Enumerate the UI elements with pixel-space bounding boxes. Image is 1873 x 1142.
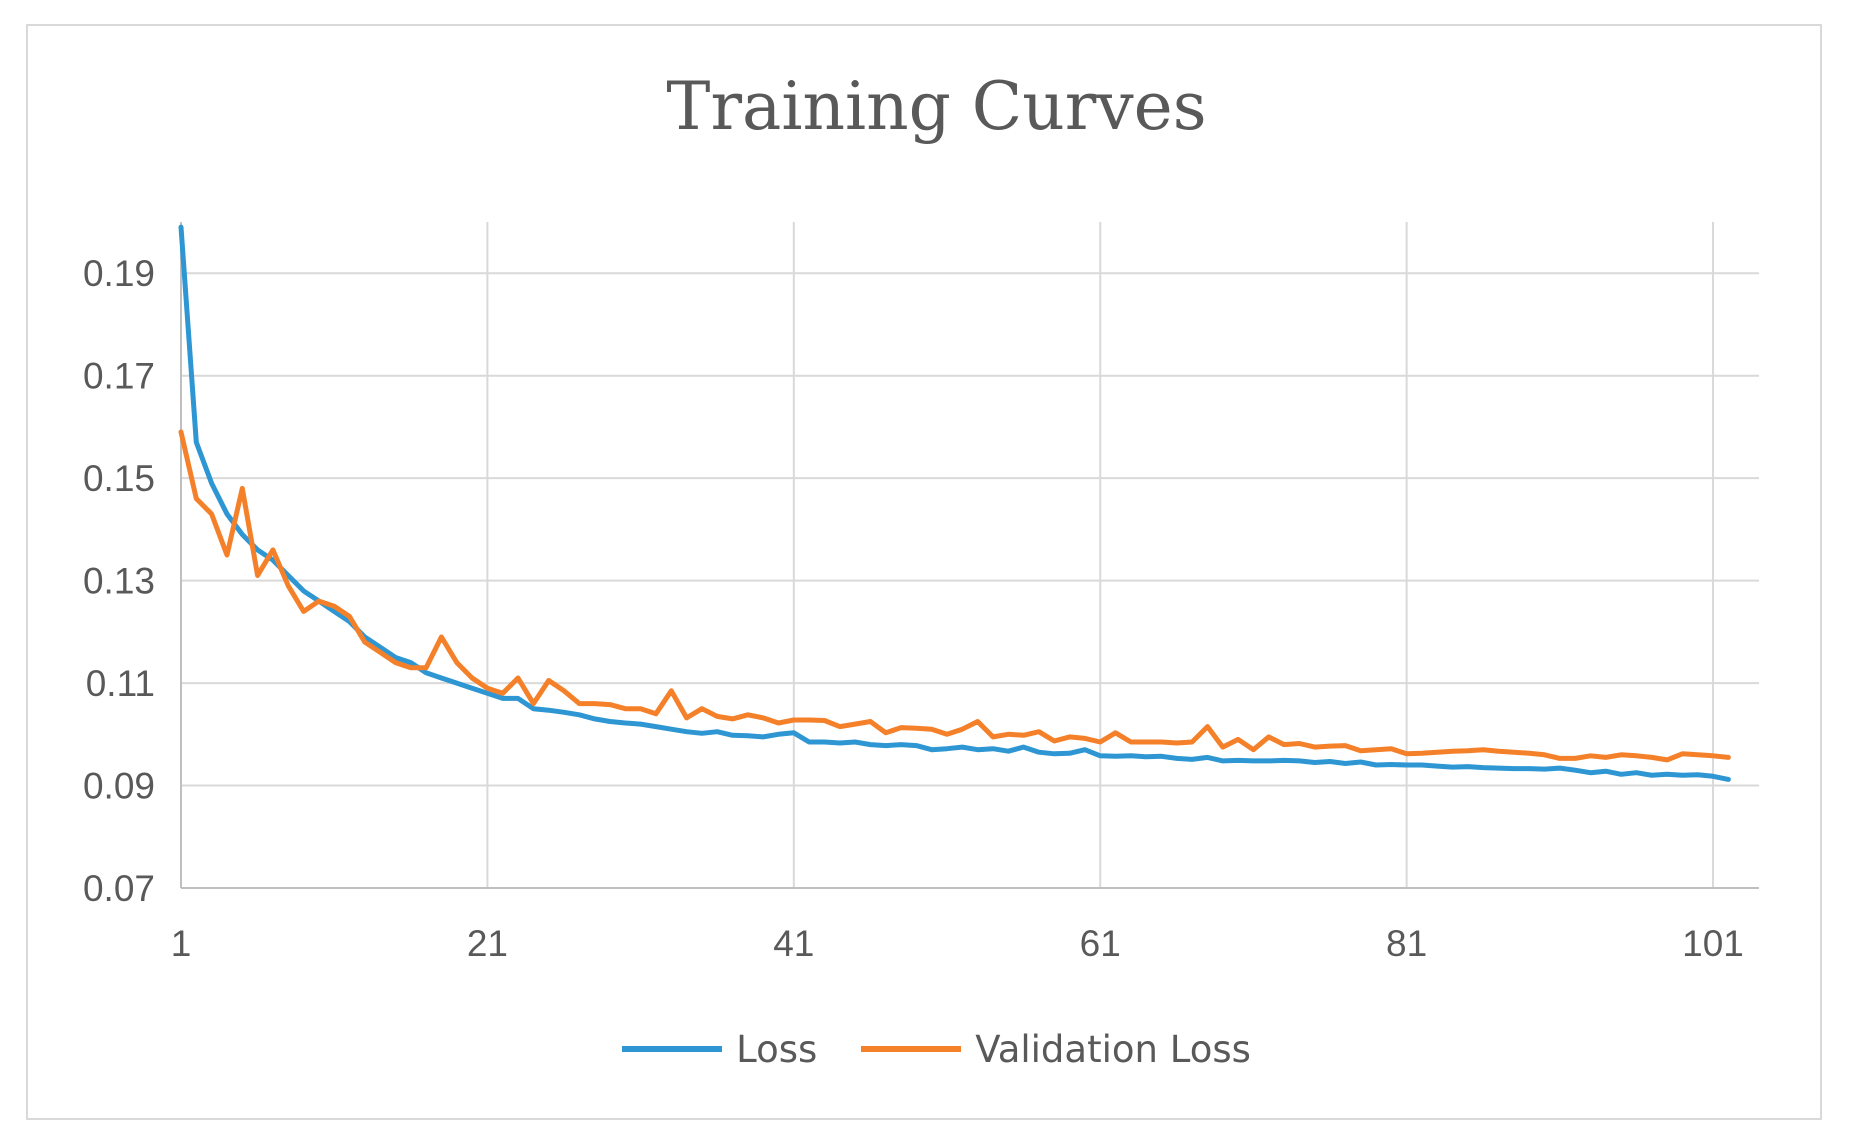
y-tick-labels: 0.07 0.09 0.11 0.13 0.15 0.17 0.19 <box>83 253 155 909</box>
series-lines <box>178 224 1731 782</box>
legend-label-validation-loss: Validation Loss <box>975 1027 1251 1071</box>
legend-item-loss: Loss <box>622 1028 817 1071</box>
series-line-loss <box>178 224 1731 782</box>
legend-label-loss: Loss <box>736 1027 818 1071</box>
y-tick-label: 0.17 <box>83 356 155 397</box>
chart-title: Training Curves <box>666 68 1207 145</box>
y-tick-label: 0.15 <box>83 458 155 499</box>
x-tick-label: 21 <box>467 923 508 964</box>
y-tick-label: 0.11 <box>86 663 155 704</box>
legend-swatch-validation-loss <box>861 1046 962 1052</box>
x-tick-label: 61 <box>1080 923 1121 964</box>
axes <box>180 222 1759 889</box>
x-tick-labels: 1 21 41 61 81 101 <box>171 923 1744 964</box>
y-tick-label: 0.13 <box>83 561 155 602</box>
chart-frame <box>26 24 1822 1120</box>
series-line-validation-loss <box>178 429 1731 763</box>
y-tick-label: 0.19 <box>83 253 155 294</box>
x-tick-label: 81 <box>1386 923 1427 964</box>
y-tick-label: 0.09 <box>83 766 155 807</box>
legend-swatch-loss <box>622 1046 723 1052</box>
x-tick-label: 41 <box>773 923 814 964</box>
legend-item-validation-loss: Validation Loss <box>861 1028 1251 1071</box>
x-tick-label: 101 <box>1682 923 1744 964</box>
gridlines <box>181 222 1759 888</box>
legend: Loss Validation Loss <box>0 1024 1873 1074</box>
x-tick-label: 1 <box>171 923 192 964</box>
y-tick-label: 0.07 <box>83 868 155 909</box>
